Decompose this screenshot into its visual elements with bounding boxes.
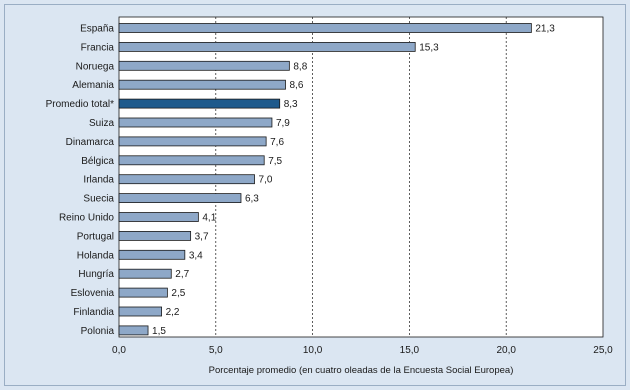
value-label: 2,7 (175, 269, 189, 280)
value-label: 7,6 (270, 137, 284, 148)
value-label: 21,3 (535, 24, 555, 35)
bar (118, 249, 186, 260)
bar-chart: España Francia Noruega Alemania Promedio tot… (46, 16, 613, 376)
bar (118, 60, 290, 71)
bar (118, 42, 416, 52)
bar (118, 268, 172, 279)
bar (118, 79, 286, 90)
value-label: 2,5 (171, 288, 185, 299)
value-label: 3,7 (195, 231, 209, 242)
bar (118, 230, 192, 241)
bar (118, 287, 168, 298)
value-label: 7,0 (259, 175, 273, 186)
bar-highlight (118, 98, 281, 109)
category-label: Holanda (77, 250, 115, 261)
bar (118, 155, 265, 166)
category-label: Eslovenia (71, 288, 115, 299)
category-labels: España Francia Noruega Alemania Promedio tot… (46, 24, 115, 337)
value-label: 8,8 (293, 61, 307, 72)
x-tick-label: 0,0 (112, 345, 126, 356)
bar (118, 23, 532, 33)
chart-frame: España Francia Noruega Alemania Promedio tot… (4, 4, 626, 386)
value-label: 3,4 (189, 250, 203, 261)
category-label: Polonia (81, 326, 115, 337)
category-label: Francia (81, 42, 115, 53)
bar (118, 306, 162, 317)
bar (118, 117, 273, 128)
category-label: España (80, 24, 114, 35)
x-tick-label: 20,0 (496, 345, 516, 356)
category-label: Suiza (89, 118, 114, 129)
x-tick-label: 10,0 (303, 345, 323, 356)
bar (118, 174, 255, 185)
category-label: Noruega (76, 61, 115, 72)
value-label: 15,3 (419, 42, 439, 53)
bar (118, 136, 267, 147)
category-label: Bélgica (81, 156, 114, 167)
value-label: 8,3 (284, 99, 298, 110)
bar (118, 212, 199, 222)
x-tick-label: 5,0 (209, 345, 223, 356)
value-label: 4,1 (202, 213, 216, 224)
value-labels: 21,3 15,3 8,8 8,6 8,3 7,9 7,6 7,5 7,06,3 4,1 3,7 3,… (152, 24, 555, 337)
x-axis-title: Porcentaje promedio (en cuatro oleadas d… (209, 365, 514, 376)
category-label: Reino Unido (59, 213, 114, 224)
value-label: 7,9 (276, 118, 290, 129)
category-label: Irlanda (83, 175, 114, 186)
value-label: 1,5 (152, 326, 166, 337)
category-label: Dinamarca (66, 137, 115, 148)
category-label: Hungría (78, 269, 114, 280)
bar (118, 325, 149, 336)
value-label: 2,2 (166, 307, 180, 318)
x-tick-label: 15,0 (400, 345, 420, 356)
category-label: Alemania (72, 80, 114, 91)
x-tick-label: 25,0 (593, 345, 613, 356)
bars (118, 23, 532, 336)
category-label: Finlandia (73, 307, 114, 318)
bar (118, 193, 242, 204)
value-label: 7,5 (268, 156, 282, 167)
category-label: Portugal (77, 231, 114, 242)
category-label: Promedio total* (46, 99, 114, 110)
category-label: Suecia (83, 194, 114, 205)
value-label: 6,3 (245, 194, 259, 205)
x-tick-labels: 0,0 5,0 10,0 15,0 20,0 25,0 (112, 345, 613, 356)
value-label: 8,6 (289, 80, 303, 91)
